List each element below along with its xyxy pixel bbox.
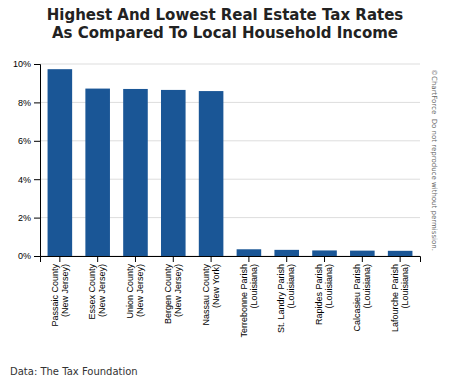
bar: [274, 250, 299, 256]
x-tick-label: Essex County(New Jersey): [87, 264, 107, 320]
x-tick-label-line: St. Landry Parish: [276, 264, 286, 333]
bar: [388, 251, 413, 256]
x-axis: Passaic County(New Jersey)Essex County(N…: [41, 256, 421, 338]
title-line: As Compared To Local Household Income: [52, 24, 398, 42]
x-tick-label-line: Passaic County: [50, 264, 60, 327]
x-tick-mark: [248, 256, 249, 262]
watermark: ©ChartForce Do not reproduce without per…: [430, 69, 438, 251]
x-tick-label-line: (New Jersey): [135, 264, 145, 317]
x-tick: Bergen County(New Jersey): [163, 256, 183, 324]
x-tick: Terrebonne Parish(Louisiana): [239, 256, 259, 338]
x-tick-mark: [211, 256, 212, 262]
y-tick-label: 2%: [18, 213, 31, 223]
x-tick-label: Calcasieu Parish(Louisiana): [352, 264, 372, 332]
x-tick: Nassau County(New York): [201, 256, 221, 326]
x-tick-label-line: (Louisiana): [324, 264, 334, 309]
y-tick: 10%: [13, 59, 40, 69]
y-tick-mark: [34, 102, 40, 103]
y-tick-label: 0%: [18, 251, 31, 261]
x-tick-label-line: Lafourche Parish: [390, 264, 400, 332]
y-tick: 4%: [18, 175, 40, 185]
x-tick-label-line: Rapides Parish: [314, 264, 324, 325]
x-tick: Union County(New Jersey): [125, 256, 145, 319]
x-tick-label-line: Essex County: [87, 264, 97, 320]
x-tick-label-line: (New Jersey): [97, 264, 107, 317]
title: Highest And Lowest Real Estate Tax Rates…: [47, 6, 404, 42]
bar: [199, 91, 224, 256]
y-tick-mark: [34, 256, 40, 257]
x-tick: Essex County(New Jersey): [87, 256, 107, 320]
plot: 0%2%4%6%8%10%Passaic County(New Jersey)E…: [13, 59, 421, 337]
x-tick-mark: [324, 256, 325, 262]
title-line: Highest And Lowest Real Estate Tax Rates: [47, 6, 404, 24]
x-tick-mark: [362, 256, 363, 262]
x-tick-label: Passaic County(New Jersey): [50, 264, 70, 327]
bars: [48, 69, 413, 256]
x-tick-label-line: Union County: [125, 264, 135, 319]
x-tick: Passaic County(New Jersey): [50, 256, 70, 327]
grid-line: [40, 64, 420, 65]
x-tick-label-line: (Louisiana): [249, 264, 259, 309]
x-tick-label-line: Calcasieu Parish: [352, 264, 362, 332]
x-axis-line: [41, 257, 421, 263]
bar: [350, 251, 375, 256]
y-tick: 0%: [18, 251, 40, 261]
bar: [85, 89, 110, 256]
x-tick-label: Bergen County(New Jersey): [163, 264, 183, 325]
x-tick-label-line: (New Jersey): [60, 264, 70, 317]
x-tick-label: Rapides Parish(Louisiana): [314, 264, 334, 325]
y-tick-label: 4%: [18, 175, 31, 185]
x-tick-label-line: Nassau County: [201, 264, 211, 326]
bar: [48, 69, 73, 256]
y-tick-mark: [34, 141, 40, 142]
y-tick-mark: [34, 218, 40, 219]
y-axis: 0% 2% 4% 6% 8% 10%: [13, 59, 41, 261]
x-tick: St. Landry Parish(Louisiana): [276, 256, 296, 333]
x-tick-mark: [173, 256, 174, 262]
y-tick-label: 6%: [18, 136, 31, 146]
y-tick-label: 8%: [18, 98, 31, 108]
y-axis-line: [34, 65, 41, 257]
x-tick: Calcasieu Parish(Louisiana): [352, 256, 372, 332]
chart: Highest And Lowest Real Estate Tax Rates…: [0, 0, 450, 381]
x-tick-label-line: (New Jersey): [173, 264, 183, 317]
bar: [161, 90, 186, 256]
x-tick-label-line: (New York): [211, 264, 221, 308]
x-tick-label-line: (Louisiana): [400, 264, 410, 309]
y-tick-mark: [34, 64, 40, 65]
bar: [237, 249, 262, 256]
x-tick-label-line: (Louisiana): [286, 264, 296, 309]
y-tick-label: 10%: [13, 59, 31, 69]
bar: [312, 250, 337, 256]
x-tick-label-line: (Louisiana): [362, 264, 372, 309]
x-tick-mark: [59, 256, 60, 262]
x-tick-label: Nassau County(New York): [201, 264, 221, 326]
x-tick-label: St. Landry Parish(Louisiana): [276, 264, 296, 333]
grid: [40, 64, 420, 256]
bar: [123, 89, 148, 256]
source-note: Data: The Tax Foundation: [10, 366, 138, 377]
x-tick: Rapides Parish(Louisiana): [314, 256, 334, 325]
x-tick-label: Union County(New Jersey): [125, 264, 145, 319]
y-tick: 2%: [18, 213, 40, 223]
y-tick: 6%: [18, 136, 40, 146]
x-tick-label: Lafourche Parish(Louisiana): [390, 264, 410, 332]
y-tick-mark: [34, 179, 40, 180]
y-tick: 8%: [18, 98, 40, 108]
x-tick-label-line: Terrebonne Parish: [239, 264, 249, 338]
x-tick-label: Terrebonne Parish(Louisiana): [239, 264, 259, 338]
x-tick-label-line: Bergen County: [163, 264, 173, 325]
x-tick-mark: [135, 256, 136, 262]
x-tick-mark: [97, 256, 98, 262]
x-tick: Lafourche Parish(Louisiana): [390, 256, 410, 332]
x-tick-mark: [286, 256, 287, 262]
x-tick-mark: [400, 256, 401, 262]
